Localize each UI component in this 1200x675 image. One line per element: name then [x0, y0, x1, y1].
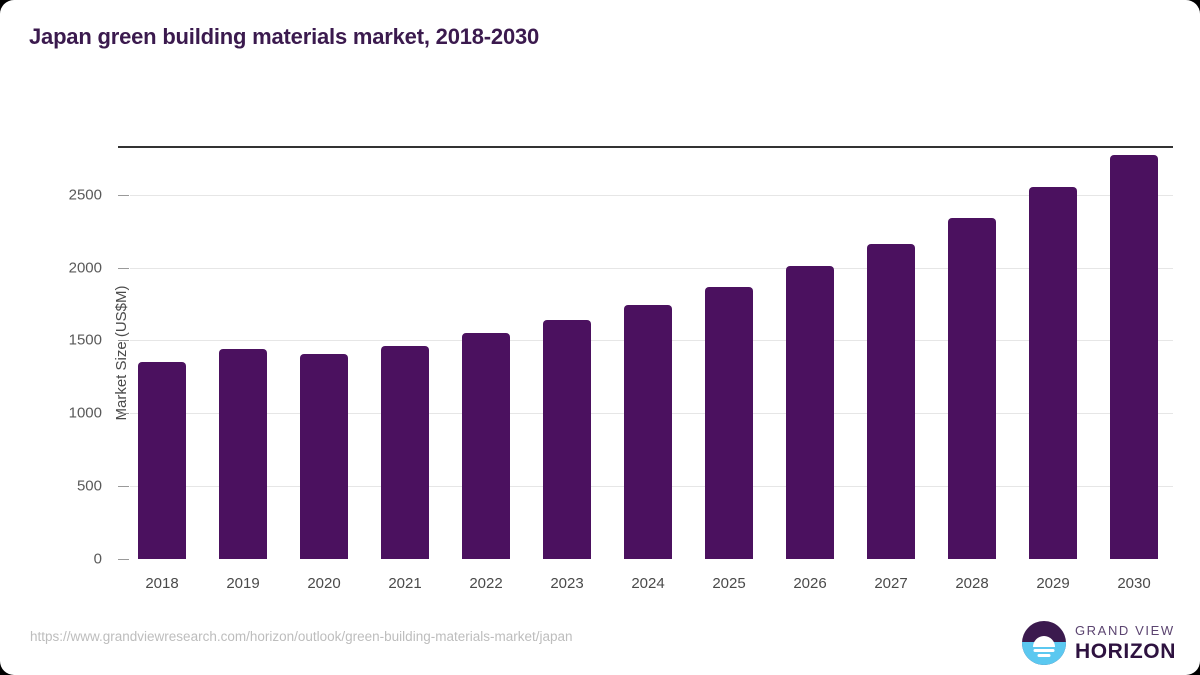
logo-line-lower [1037, 654, 1051, 658]
logo-top-text: GRAND VIEW [1074, 623, 1175, 638]
bar[interactable] [867, 244, 915, 559]
x-tick-label: 2027 [874, 575, 908, 592]
y-tick-label: 2000 [68, 259, 102, 277]
x-tick-label: 2028 [955, 575, 989, 592]
x-tick-label: 2029 [1036, 575, 1070, 592]
y-tick-label: 1000 [68, 404, 102, 422]
x-tick-label: 2022 [469, 575, 503, 592]
y-tick-mark [118, 413, 129, 415]
bar[interactable] [543, 320, 591, 559]
plot-area: Market Size (US$M) 0 500 1000 1500 2000 2500 … [69, 146, 1173, 592]
bar[interactable] [138, 362, 186, 559]
bar[interactable] [219, 349, 267, 559]
gridline [130, 194, 1173, 196]
bar[interactable] [705, 287, 753, 559]
bar[interactable] [786, 266, 834, 559]
logo-dome-shape [1032, 635, 1055, 647]
logo-water-shape [1021, 642, 1066, 665]
x-tick-label: 2019 [226, 575, 260, 592]
bar[interactable] [381, 345, 429, 559]
bar[interactable] [300, 353, 348, 559]
logo-bottom-text: HORIZON [1074, 640, 1176, 663]
x-tick-label: 2026 [793, 575, 827, 592]
bar-series [118, 146, 1173, 559]
bar[interactable] [1029, 186, 1077, 559]
y-tick-mark [118, 194, 129, 196]
x-tick-label: 2020 [307, 575, 341, 592]
grand-view-horizon-logo-icon [1021, 621, 1066, 665]
y-tick-label: 0 [93, 550, 102, 568]
source-url[interactable]: https://www.grandviewresearch.com/horizo… [30, 629, 573, 644]
x-tick-label: 2025 [712, 575, 746, 592]
y-tick-mark [118, 340, 129, 342]
bar[interactable] [1110, 155, 1158, 559]
x-tick-label: 2023 [550, 575, 584, 592]
logo-line-upper [1033, 648, 1055, 652]
y-tick-mark [118, 559, 129, 560]
y-tick-label: 500 [76, 477, 102, 495]
y-tick-mark [118, 486, 129, 488]
logo-wordmark: GRAND VIEW HORIZON [1075, 624, 1176, 662]
x-tick-label: 2018 [145, 575, 179, 592]
bar[interactable] [462, 333, 510, 559]
page-title: Japan green building materials market, 2… [29, 24, 540, 49]
x-tick-label: 2024 [631, 575, 665, 592]
bar[interactable] [948, 218, 996, 559]
x-tick-label: 2030 [1117, 575, 1151, 592]
gridline [130, 267, 1173, 269]
brand-logo[interactable]: GRAND VIEW HORIZON [1021, 620, 1176, 666]
y-tick-label: 2500 [68, 186, 102, 204]
y-tick-mark [118, 267, 129, 269]
y-tick-label: 1500 [68, 331, 102, 349]
x-axis-line [118, 146, 1173, 148]
bar[interactable] [624, 304, 672, 559]
x-tick-label: 2021 [388, 575, 422, 592]
